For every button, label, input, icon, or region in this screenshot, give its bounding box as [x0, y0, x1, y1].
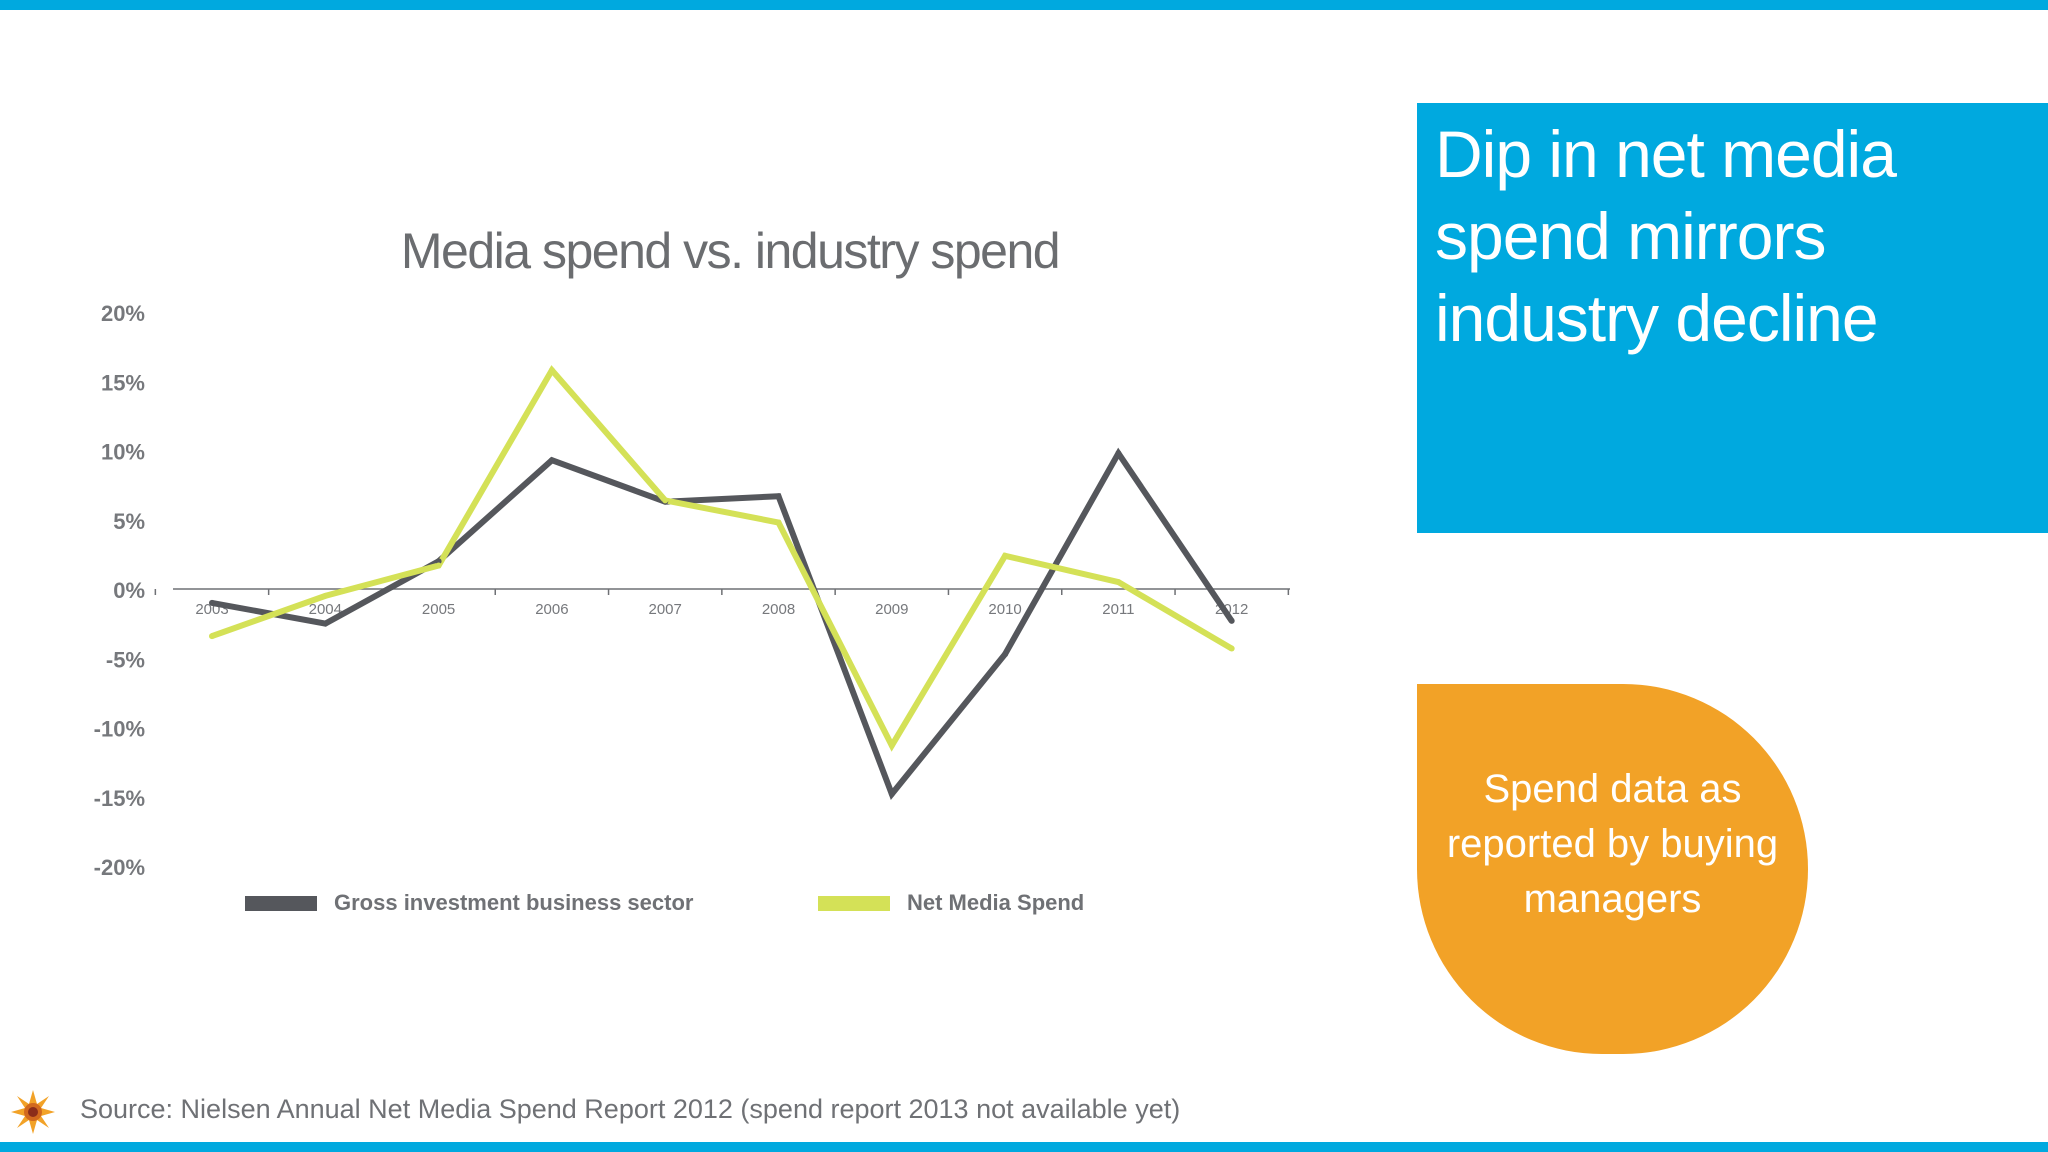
x-tick-label: 2004 — [309, 601, 342, 618]
sunburst-logo-icon — [11, 1090, 55, 1134]
legend-item-gross: Gross investment business sector — [245, 890, 693, 916]
data-point — [775, 519, 782, 526]
y-tick-label: -10% — [94, 717, 145, 742]
data-point — [1228, 617, 1235, 624]
data-point — [1002, 651, 1009, 658]
legend-swatch-net — [818, 895, 890, 911]
data-point — [1115, 579, 1122, 586]
bottom-accent-bar — [0, 1142, 2048, 1152]
x-tick-label: 2008 — [762, 601, 795, 618]
x-tick-label: 2007 — [649, 601, 682, 618]
legend-item-net: Net Media Spend — [818, 890, 1084, 916]
y-tick-label: 10% — [101, 440, 145, 465]
y-tick-label: 0% — [113, 578, 145, 603]
data-point — [209, 599, 215, 606]
data-point — [322, 592, 329, 599]
y-tick-label: 20% — [101, 301, 145, 326]
headline: Dip in net media spend mirrors industry … — [1435, 117, 1897, 355]
data-point — [209, 633, 215, 640]
data-point — [1115, 450, 1122, 457]
chart-title: Media spend vs. industry spend — [400, 223, 1061, 279]
data-point — [1228, 645, 1235, 652]
data-point — [888, 742, 895, 749]
callout-text: Spend data as reported by buying manager… — [1446, 767, 1779, 921]
top-accent-bar — [0, 0, 2048, 10]
y-tick-label: 15% — [101, 370, 145, 395]
line-chart: 20%15%10%5%0%-5%-10%-15%-20%2003 2004 2005… — [94, 301, 1290, 880]
series-line-gross-investment — [211, 447, 1235, 800]
x-tick-label: 2010 — [988, 601, 1021, 618]
y-tick-label: -15% — [94, 786, 145, 811]
data-point — [888, 790, 895, 797]
legend-label-net: Net Media Spend — [907, 890, 1085, 915]
data-point — [662, 497, 669, 504]
data-point — [548, 457, 555, 464]
y-tick-label: -5% — [106, 647, 145, 672]
data-point — [1002, 552, 1009, 559]
y-tick-label: 5% — [113, 509, 145, 534]
series-line-net-media-spend — [210, 365, 1234, 752]
data-point — [435, 558, 442, 565]
headline-panel: Dip in net media spend mirrors industry … — [1417, 103, 2048, 533]
x-tick-label: 2005 — [422, 601, 455, 618]
data-point — [322, 620, 329, 627]
data-point — [775, 493, 782, 500]
legend-swatch-gross — [245, 895, 317, 911]
x-tick-label: 2011 — [1102, 601, 1134, 618]
y-tick-label: -20% — [94, 855, 145, 880]
x-tick-label: 2006 — [535, 601, 568, 618]
legend-label-gross: Gross investment business sector — [334, 890, 694, 915]
x-tick-label: 2009 — [875, 601, 908, 618]
source-note: Source: Nielsen Annual Net Media Spend R… — [80, 1094, 1181, 1124]
data-point — [548, 367, 555, 374]
callout-bubble: Spend data as reported by buying manager… — [1417, 684, 1808, 1054]
data-point — [435, 562, 442, 569]
